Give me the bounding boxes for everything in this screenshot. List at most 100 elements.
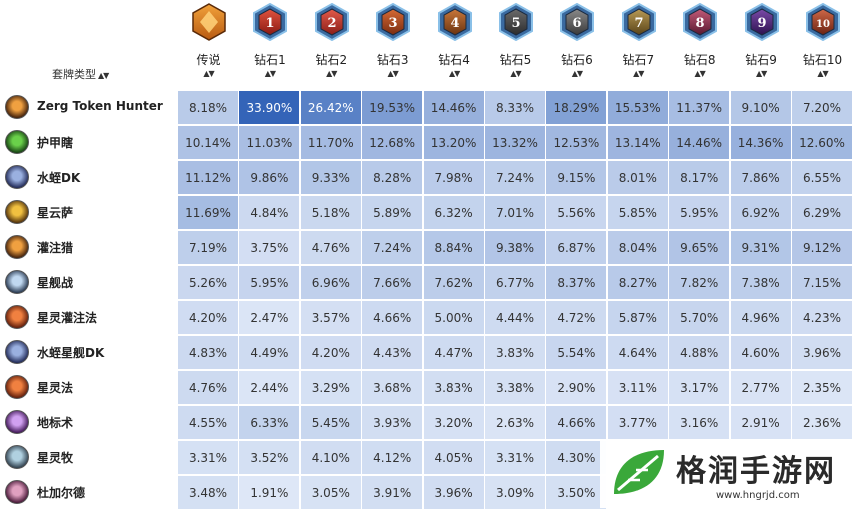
shaman-class-icon [5,200,29,224]
rank-column-header[interactable]: 7 钻石7 ▲▼ [608,0,669,90]
rank-label: 钻石3 [376,53,409,67]
deck-name-cell[interactable]: 护甲瞎 [0,125,177,159]
winrate-cell: 2.90% [546,371,607,404]
table-row[interactable]: 护甲瞎 10.14% 11.03% 11.70% 12.68% 13.20% 13.32%… [0,125,854,159]
sort-arrows-icon[interactable]: ▲▼ [98,71,109,80]
sort-arrows-icon[interactable]: ▲▼ [571,69,583,78]
winrate-cell: 3.20% [423,406,484,439]
winrate-cell: 3.05% [300,476,361,509]
table-row[interactable]: 地标术 4.55% 6.33% 5.45% 3.93% 3.20% 2.63% 4.66% 3… [0,405,854,439]
winrate-cell: 11.12% [178,161,238,194]
sort-arrows-icon[interactable]: ▲▼ [633,69,644,78]
rank-column-header[interactable]: 传说 ▲▼ [178,0,239,90]
table-row[interactable]: 灌注猎 7.19% 3.75% 4.76% 7.24% 8.84% 9.38% 6.87% 8… [0,230,854,264]
table-row[interactable]: 水蛭星舰DK 4.83% 4.49% 4.20% 4.43% 4.47% 3.83% 5.5… [0,335,854,369]
winrate-cell: 5.00% [423,301,484,334]
winrate-cell: 2.36% [792,406,852,439]
hunter-class-icon [5,235,29,259]
deck-name-cell[interactable]: 地标术 [0,405,177,439]
rank-column-header[interactable]: 3 钻石3 ▲▼ [362,0,423,90]
table-header: 套牌类型 ▲▼ 传说 ▲▼ 1 钻石1 ▲▼ [0,0,854,90]
winrate-cell: 3.96% [792,336,852,369]
rank-column-header[interactable]: 9 钻石9 ▲▼ [731,0,792,90]
rank-badge-number: 5 [511,16,520,31]
deck-type-column-header[interactable]: 套牌类型 ▲▼ [52,66,109,82]
deck-name-cell[interactable]: 杜加尔德 [0,475,177,509]
winrate-cell: 4.20% [178,301,238,334]
deck-name-cell[interactable]: 水蛭星舰DK [0,335,177,369]
winrate-cell: 5.95% [669,196,730,229]
winrate-cell: 4.66% [546,406,607,439]
deck-name-cell[interactable]: 星云萨 [0,195,177,229]
warrior-class-icon [5,270,29,294]
rank-badge-number: 4 [450,16,459,31]
sort-arrows-icon[interactable]: ▲▼ [264,69,276,78]
winrate-cell: 7.62% [423,266,484,299]
sort-arrows-icon[interactable]: ▲▼ [448,69,460,78]
deck-name-cell[interactable]: 星舰战 [0,265,177,299]
sort-arrows-icon[interactable]: ▲▼ [326,69,337,78]
winrate-cell: 7.86% [730,161,791,194]
winrate-cell: 19.53% [362,91,423,124]
winrate-cell: 4.55% [178,406,238,439]
rank-column-header[interactable]: 4 钻石4 ▲▼ [424,0,485,90]
rank-label: 钻石5 [499,53,532,67]
table-row[interactable]: Zerg Token Hunter 8.18% 33.90% 26.42% 19.53… [0,90,854,124]
winrate-cell: 5.45% [300,406,361,439]
winrate-cell: 12.60% [792,126,852,159]
winrate-cell: 7.19% [178,231,238,264]
deck-name-cell[interactable]: 灌注猎 [0,230,177,264]
winrate-cell: 4.10% [300,441,361,474]
deck-name-cell[interactable]: 星灵灌注法 [0,300,177,334]
winrate-cell: 4.66% [362,301,423,334]
winrate-cell: 3.50% [546,476,607,509]
diamond-rank-badge-icon: 5 [499,3,533,41]
sort-arrows-icon[interactable]: ▲▼ [387,69,399,78]
deck-name-cell[interactable]: Zerg Token Hunter [0,90,177,124]
rank-column-header[interactable]: 2 钻石2 ▲▼ [301,0,362,90]
sort-arrows-icon[interactable]: ▲▼ [755,69,767,78]
deck-name: Zerg Token Hunter [37,99,163,113]
winrate-cell: 4.30% [546,441,607,474]
rank-label: 钻石2 [315,53,348,67]
table-row[interactable]: 水蛭DK 11.12% 9.86% 9.33% 8.28% 7.98% 7.24% 9.15… [0,160,854,194]
rank-column-header[interactable]: 1 钻石1 ▲▼ [239,0,300,90]
winrate-cell: 11.70% [300,126,361,159]
winrate-cell: 7.24% [362,231,423,264]
winrate-cell: 18.29% [546,91,607,124]
rank-column-header[interactable]: 10 钻石10 ▲▼ [792,0,853,90]
winrate-cell: 3.68% [362,371,423,404]
sort-arrows-icon[interactable]: ▲▼ [817,69,828,78]
table-row[interactable]: 星灵法 4.76% 2.44% 3.29% 3.68% 3.83% 3.38% 2.90% 3… [0,370,854,404]
deck-name-cell[interactable]: 水蛭DK [0,160,177,194]
deck-name-cell[interactable]: 星灵牧 [0,440,177,474]
winrate-cell: 3.31% [178,441,238,474]
watermark-text: 格润手游网 [676,454,836,489]
diamond-rank-badge-icon: 6 [560,3,595,41]
winrate-cell: 9.15% [546,161,607,194]
table-row[interactable]: 星灵灌注法 4.20% 2.47% 3.57% 4.66% 5.00% 4.44% 4.72… [0,300,854,334]
winrate-cell: 9.38% [485,231,545,264]
table-row[interactable]: 杜加尔德 3.48% 1.91% 3.05% 3.91% 3.96% 3.09% 3.50% [0,475,854,509]
table-row[interactable]: 星舰战 5.26% 5.95% 6.96% 7.66% 7.62% 6.77% 8.37% 8… [0,265,854,299]
winrate-cell: 6.87% [546,231,607,264]
rank-label: 钻石4 [438,53,470,67]
diamond-rank-badge-icon: 8 [683,3,718,41]
green-leaf-logo-icon [614,450,664,494]
deck-name: 杜加尔德 [37,486,86,500]
sort-arrows-icon[interactable]: ▲▼ [203,69,214,78]
winrate-cell: 8.84% [423,231,484,264]
winrate-cell: 15.53% [607,91,668,124]
sort-arrows-icon[interactable]: ▲▼ [694,69,706,78]
winrate-cell: 6.33% [239,406,300,439]
winrate-cell: 14.46% [423,91,484,124]
rank-column-header[interactable]: 5 钻石5 ▲▼ [485,0,546,90]
rank-column-header[interactable]: 8 钻石8 ▲▼ [669,0,730,90]
winrate-cell: 4.88% [669,336,730,369]
deck-name-cell[interactable]: 星灵法 [0,370,177,404]
winrate-cell: 8.33% [485,91,545,124]
warlock-class-icon [5,410,29,434]
table-row[interactable]: 星云萨 11.69% 4.84% 5.18% 5.89% 6.32% 7.01% 5.56%… [0,195,854,229]
rank-column-header[interactable]: 6 钻石6 ▲▼ [546,0,607,90]
sort-arrows-icon[interactable]: ▲▼ [510,69,521,78]
